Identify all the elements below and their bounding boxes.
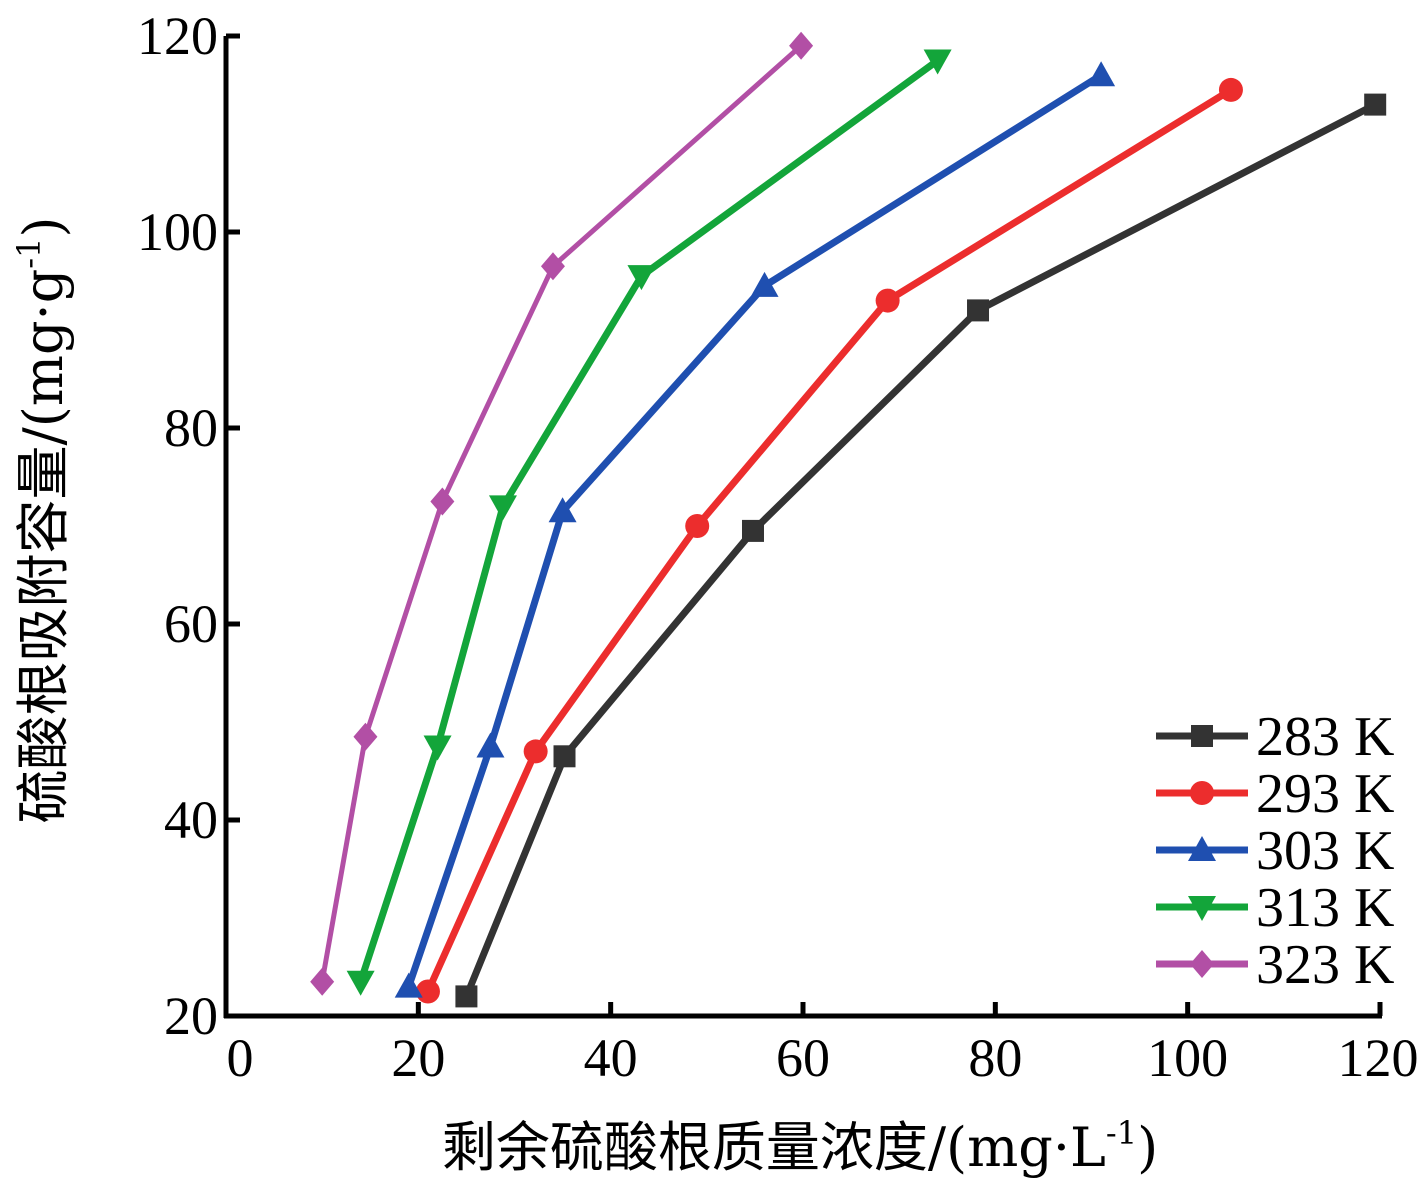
x-tick-label: 60 bbox=[776, 1028, 830, 1088]
data-point bbox=[627, 265, 656, 291]
y-tick-label: 40 bbox=[164, 790, 218, 850]
legend-swatch-marker bbox=[1188, 896, 1216, 921]
legend-label: 303 K bbox=[1256, 820, 1394, 882]
y-axis-title-close: ) bbox=[12, 216, 75, 237]
data-point bbox=[1218, 77, 1243, 102]
data-point bbox=[967, 299, 990, 322]
y-axis-title-sup: -1 bbox=[10, 238, 48, 269]
data-point bbox=[394, 972, 423, 998]
legend-swatch-marker bbox=[1191, 725, 1213, 747]
data-point bbox=[415, 979, 440, 1004]
data-point bbox=[875, 288, 900, 313]
data-point bbox=[540, 252, 565, 281]
x-tick-label: 20 bbox=[391, 1028, 445, 1088]
series-283-k bbox=[455, 93, 1387, 1008]
data-point bbox=[750, 271, 779, 297]
x-tick-label: 120 bbox=[1338, 1028, 1417, 1088]
series-313-k bbox=[346, 49, 952, 996]
legend-label: 323 K bbox=[1256, 934, 1394, 996]
x-tick-label: 100 bbox=[1147, 1028, 1228, 1088]
x-axis-title-close: ) bbox=[1137, 1116, 1158, 1179]
data-point bbox=[423, 735, 452, 761]
y-tick-label: 20 bbox=[164, 986, 218, 1046]
series-line bbox=[463, 101, 1377, 998]
data-point bbox=[430, 487, 455, 516]
legend-label: 283 K bbox=[1256, 706, 1394, 768]
y-tick-label: 60 bbox=[164, 594, 218, 654]
data-point bbox=[685, 514, 710, 538]
legend-item: 283 K bbox=[1156, 706, 1394, 768]
x-axis-title-main: 剩余硫酸根质量浓度/(mg·L bbox=[442, 1116, 1106, 1179]
x-axis-title: 剩余硫酸根质量浓度/(mg·L-1) bbox=[442, 1114, 1158, 1179]
x-axis-title-sup: -1 bbox=[1106, 1114, 1137, 1152]
data-point bbox=[1087, 61, 1116, 87]
series-303-k bbox=[394, 61, 1116, 998]
data-point bbox=[353, 722, 378, 751]
y-axis-title: 硫酸根吸附容量/(mg·g-1) bbox=[10, 216, 75, 823]
data-point bbox=[488, 495, 517, 521]
data-point bbox=[548, 497, 577, 523]
legend-label: 313 K bbox=[1256, 877, 1394, 939]
legend-swatch-marker bbox=[1190, 781, 1214, 805]
data-point bbox=[523, 739, 548, 764]
legend-item: 323 K bbox=[1156, 934, 1394, 996]
series-layer bbox=[310, 31, 1387, 1008]
data-point bbox=[310, 967, 335, 996]
data-point bbox=[923, 49, 952, 75]
data-point bbox=[553, 745, 576, 768]
legend-label: 293 K bbox=[1256, 763, 1394, 825]
legend-swatch-marker bbox=[1190, 950, 1214, 978]
data-point bbox=[455, 985, 478, 1008]
x-tick-label: 40 bbox=[584, 1028, 638, 1088]
data-point bbox=[789, 31, 814, 60]
data-point bbox=[741, 519, 764, 542]
legend-item: 293 K bbox=[1156, 763, 1394, 825]
series-line bbox=[357, 57, 940, 983]
y-tick-label: 80 bbox=[164, 398, 218, 458]
y-axis-title-main: 硫酸根吸附容量/(mg·g bbox=[12, 269, 75, 824]
series-323-k bbox=[310, 31, 814, 996]
data-point bbox=[476, 732, 505, 758]
series-293-k bbox=[415, 77, 1243, 1004]
legend-swatch-marker bbox=[1188, 836, 1216, 861]
y-tick-label: 120 bbox=[137, 6, 218, 66]
series-line bbox=[424, 86, 1233, 993]
legend-item: 303 K bbox=[1156, 820, 1394, 882]
y-tick-label: 100 bbox=[137, 202, 218, 262]
x-tick-label: 80 bbox=[968, 1028, 1022, 1088]
data-point bbox=[346, 970, 375, 996]
x-tick-label: 0 bbox=[227, 1028, 254, 1088]
legend-item: 313 K bbox=[1156, 877, 1394, 939]
data-point bbox=[1364, 93, 1387, 116]
